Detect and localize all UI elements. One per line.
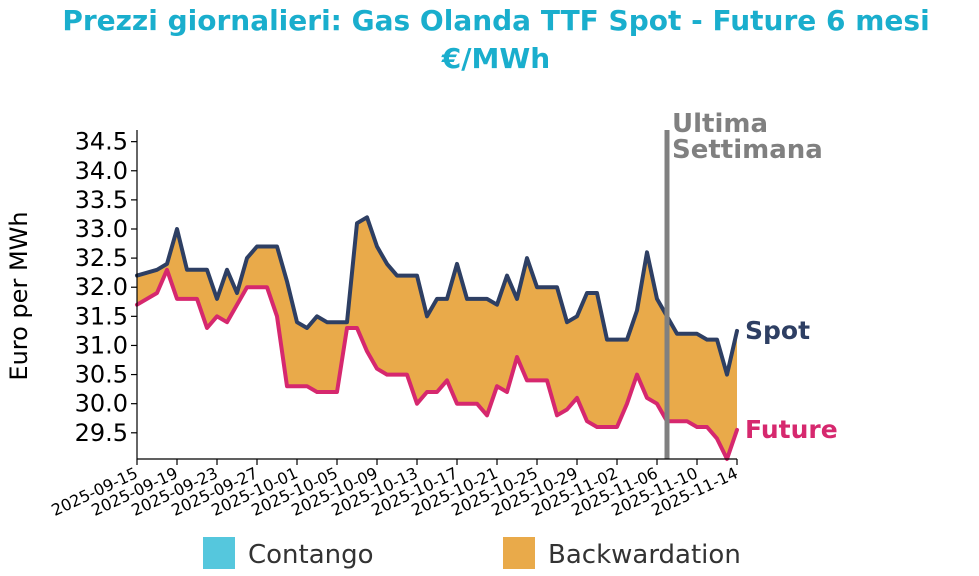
last-week-annotation: Ultima Settimana [664,109,823,459]
y-tick-label: 31.0 [75,331,128,359]
legend-label-contango: Contango [248,540,374,570]
series-line-future [135,267,739,461]
y-axis-label: Euro per MWh [5,211,33,380]
y-tick-label: 30.5 [75,361,128,389]
chart-subtitle: €/MWh [441,42,550,75]
y-tick-label: 30.0 [75,390,128,418]
y-tick-label: 33.0 [75,215,128,243]
y-tick-label: 31.5 [75,302,128,330]
backwardation-area [137,217,737,459]
series-label-future: Future [745,415,838,444]
legend: Contango Backwardation [203,537,741,570]
annotation-line1: Ultima [672,109,768,139]
chart-title: Prezzi giornalieri: Gas Olanda TTF Spot … [62,4,929,37]
legend-swatch-backwardation [503,537,535,569]
y-tick-label: 29.5 [75,419,128,447]
backwardation-fill [137,217,737,459]
series-line-spot [135,215,739,377]
legend-swatch-contango [203,537,235,569]
series-lines [135,215,739,461]
y-tick-label: 32.0 [75,273,128,301]
series-labels: Spot Future [745,316,838,444]
legend-label-backwardation: Backwardation [548,540,741,570]
y-tick-label: 33.5 [75,186,128,214]
y-tick-label: 32.5 [75,244,128,272]
y-tick-label: 34.5 [75,128,128,156]
series-label-spot: Spot [745,316,810,345]
y-tick-label: 34.0 [75,157,128,185]
annotation-line2: Settimana [672,135,823,165]
